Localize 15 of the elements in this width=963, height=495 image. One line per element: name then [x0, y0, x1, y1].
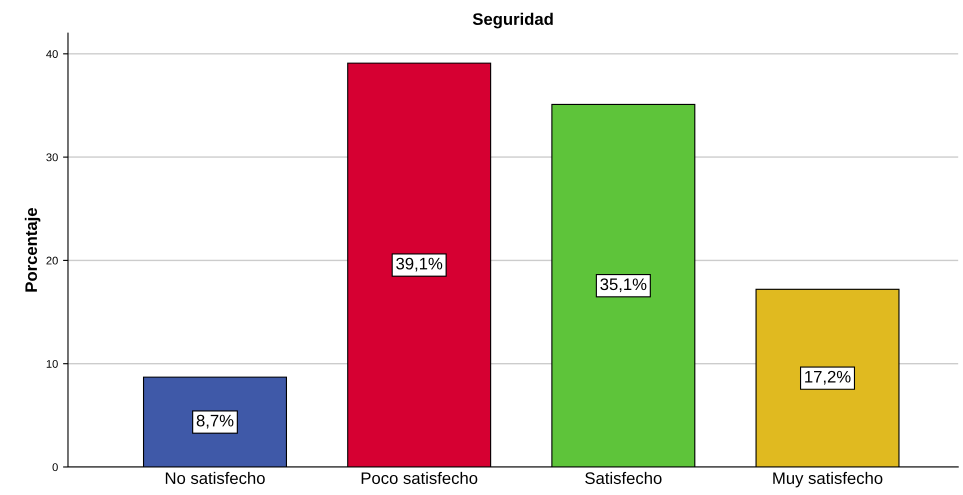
data-label: 39,1% — [396, 258, 442, 272]
chart-title: Seguridad — [472, 12, 553, 28]
data-label: 35,1% — [600, 278, 646, 292]
x-tick-label: Satisfecho — [585, 472, 662, 484]
data-label: 8,7% — [196, 414, 234, 428]
x-tick-label: Poco satisfecho — [362, 472, 478, 484]
y-tick-label: 20 — [46, 256, 58, 265]
x-tick-label: Muy satisfecho — [773, 472, 882, 488]
y-tick-label: 0 — [52, 463, 58, 472]
y-tick-label: 30 — [46, 153, 58, 162]
y-axis-title: Porcentaje — [24, 208, 40, 292]
data-label: 17,2% — [805, 370, 851, 385]
x-tick-label: No satisfecho — [166, 472, 265, 484]
y-tick-label: 10 — [46, 360, 58, 368]
y-tick-label: 40 — [46, 50, 58, 58]
